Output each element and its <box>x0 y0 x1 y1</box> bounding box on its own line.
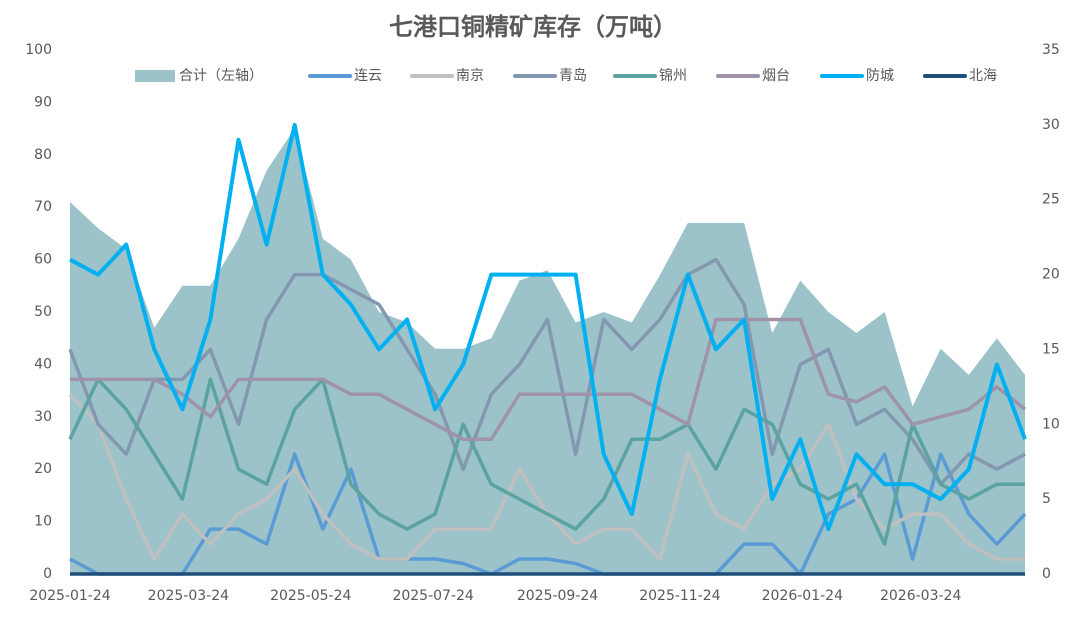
x-tick-label: 2025-05-24 <box>270 588 351 604</box>
legend-label: 南京 <box>456 68 484 84</box>
y-tick-label: 40 <box>34 356 52 372</box>
y2-tick-label: 25 <box>1042 192 1060 208</box>
y2-tick-label: 5 <box>1042 491 1051 507</box>
line <box>68 377 1025 546</box>
y2-tick-label: 10 <box>1042 416 1060 432</box>
line <box>69 122 1027 532</box>
y-tick-label: 80 <box>34 147 52 163</box>
x-tick-label: 2026-03-24 <box>880 588 961 604</box>
y2-tick-label: 35 <box>1042 42 1060 58</box>
y-tick-label: 70 <box>34 199 52 215</box>
x-tick-label: 2025-07-24 <box>392 588 473 604</box>
x-tick-label: 2025-11-24 <box>639 588 720 604</box>
x-tick-label: 2025-09-24 <box>517 588 598 604</box>
y-tick-label: 100 <box>25 42 52 58</box>
y2-tick-label: 0 <box>1042 566 1051 582</box>
x-tick-label: 2026-01-24 <box>762 588 843 604</box>
legend-label: 锦州 <box>659 67 687 84</box>
legend-swatch <box>135 70 175 82</box>
line <box>70 317 1027 442</box>
legend-label: 防城 <box>866 68 894 84</box>
y2-tick-label: 20 <box>1042 267 1060 283</box>
y-tick-label: 0 <box>43 566 52 582</box>
legend-label: 连云 <box>354 68 382 84</box>
legend-label: 烟台 <box>762 68 790 84</box>
line <box>69 452 1027 576</box>
y2-tick-label: 30 <box>1042 117 1060 133</box>
line <box>68 257 1026 486</box>
y-tick-label: 20 <box>34 461 52 477</box>
y-tick-label: 50 <box>34 304 52 320</box>
y-tick-label: 60 <box>34 252 52 268</box>
y-tick-label: 90 <box>34 94 52 110</box>
y-tick-label: 30 <box>34 409 52 425</box>
y2-tick-label: 15 <box>1042 341 1060 357</box>
chart-title: 七港口铜精矿库存（万吨） <box>389 13 677 41</box>
x-tick-label: 2025-01-24 <box>29 588 110 604</box>
legend-label: 青岛 <box>559 68 587 84</box>
legend-label: 合计（左轴） <box>179 68 263 84</box>
legend-label: 北海 <box>969 68 997 84</box>
x-tick-label: 2025-03-24 <box>148 588 229 604</box>
area <box>70 128 1025 574</box>
y-tick-label: 10 <box>34 514 52 530</box>
